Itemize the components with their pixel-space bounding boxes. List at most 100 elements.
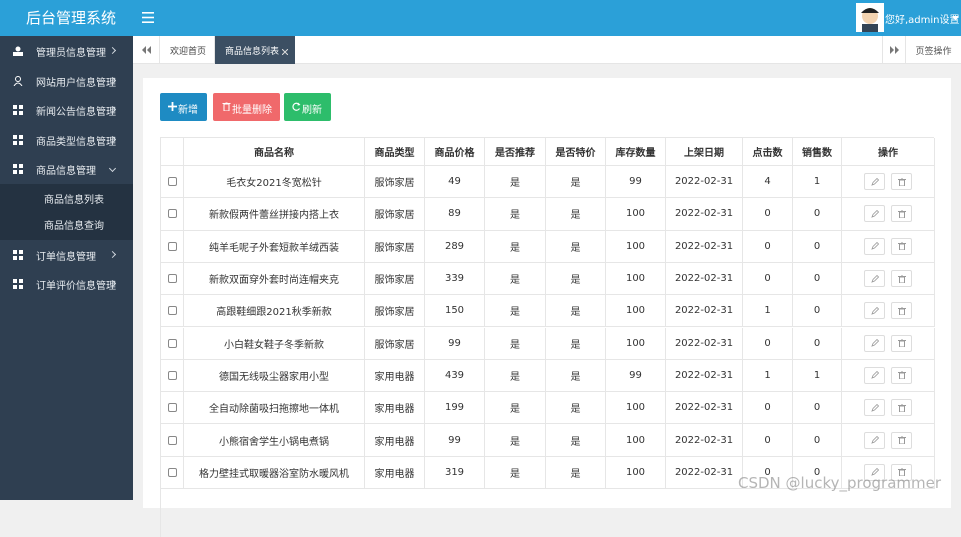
submenu-item[interactable]: 商品信息查询 — [44, 220, 104, 232]
delete-button[interactable] — [891, 399, 912, 417]
table-cell: 1 — [793, 166, 842, 199]
icon — [168, 102, 177, 111]
table-cell: 0 — [743, 424, 793, 457]
table-cell: 150 — [425, 295, 485, 328]
table-cell: 德国无线吸尘器家用小型 — [184, 359, 365, 393]
menu-item[interactable]: 管理员信息管理 — [0, 36, 133, 66]
table-cell: 是 — [485, 166, 546, 199]
icon — [13, 105, 23, 115]
row-checkbox[interactable] — [167, 370, 177, 380]
watermark: CSDN @lucky_programmer — [738, 474, 942, 492]
menu-item[interactable]: 订单评价信息管理 — [0, 269, 133, 299]
table-cell: 服饰家居 — [365, 198, 425, 231]
table-cell: 是 — [485, 392, 546, 425]
delete-button[interactable] — [891, 173, 912, 191]
row-checkbox[interactable] — [167, 177, 177, 187]
edit-button[interactable] — [864, 302, 885, 320]
row-checkbox[interactable] — [167, 306, 177, 316]
submenu-item[interactable]: 商品信息列表 — [44, 194, 104, 206]
table-cell: 新款假两件蕾丝拼接内搭上衣 — [184, 198, 365, 231]
row-cell — [842, 295, 935, 328]
delete-button[interactable] — [891, 463, 912, 481]
row-cell — [161, 295, 184, 328]
table-cell: 是 — [485, 327, 546, 360]
edit-button[interactable] — [864, 399, 885, 417]
row-checkbox[interactable] — [167, 338, 177, 348]
icon — [13, 75, 23, 86]
table-cell: 服饰家居 — [365, 295, 425, 328]
menu-label: 订单信息管理 — [36, 251, 96, 263]
tab-next[interactable] — [882, 36, 905, 64]
table-cell: 小熊宿舍学生小锅电煮锅 — [184, 424, 365, 457]
edit-button[interactable] — [864, 173, 885, 191]
table-cell: 0 — [743, 456, 793, 489]
delete-button[interactable] — [891, 270, 912, 288]
row-checkbox[interactable] — [167, 274, 177, 284]
table-cell: 89 — [425, 198, 485, 231]
toolbar-button[interactable]: 刷新 — [284, 93, 331, 121]
table-cell: 是 — [546, 230, 606, 263]
menu-arrow — [108, 164, 117, 173]
tab-bar: 页签操作 欢迎首页 商品信息列表 — [133, 36, 961, 64]
table-cell: 0 — [793, 295, 842, 328]
table-cell: 纯羊毛呢子外套短款羊绒西装 — [184, 230, 365, 263]
button-label: 新增 — [178, 105, 198, 116]
user-menu[interactable]: 您好,admin设置 — [885, 15, 960, 26]
content-panel: 新增 批量删除 刷新 商品名称 商品类型 商品价格 是否推荐 是否特价 库存数量 上架日期 点击数销… — [143, 78, 951, 537]
tab[interactable]: 欢迎首页 — [160, 36, 215, 64]
button-label: 刷新 — [302, 105, 322, 116]
table-cell: 289 — [425, 230, 485, 263]
tab[interactable]: 商品信息列表 — [215, 36, 295, 64]
table-cell: 0 — [743, 198, 793, 231]
table-cell: 99 — [606, 359, 666, 393]
table-cell: 是 — [485, 198, 546, 231]
row-cell — [161, 424, 184, 457]
edit-button[interactable] — [864, 431, 885, 449]
table-cell: 0 — [793, 262, 842, 296]
table-cell: 是 — [546, 424, 606, 457]
tab-prev[interactable] — [133, 36, 160, 64]
edit-button[interactable] — [864, 463, 885, 481]
table-cell: 49 — [425, 166, 485, 199]
row-checkbox[interactable] — [167, 209, 177, 219]
row-cell — [161, 262, 184, 296]
header-cell — [161, 138, 184, 166]
delete-button[interactable] — [891, 237, 912, 255]
menu-item[interactable]: 网站用户信息管理 — [0, 66, 133, 96]
row-checkbox[interactable] — [167, 403, 177, 413]
table-cell: 4 — [743, 166, 793, 199]
row-cell — [842, 424, 935, 457]
delete-button[interactable] — [891, 302, 912, 320]
delete-button[interactable] — [891, 205, 912, 223]
menu-label: 商品类型信息管理 — [36, 136, 116, 148]
edit-button[interactable] — [864, 237, 885, 255]
row-cell — [161, 166, 184, 199]
menu-item[interactable]: 商品类型信息管理 — [0, 125, 133, 155]
delete-button[interactable] — [891, 334, 912, 352]
edit-button[interactable] — [864, 205, 885, 223]
row-checkbox[interactable] — [167, 467, 177, 477]
table-cell: 0 — [743, 327, 793, 360]
delete-button[interactable] — [891, 366, 912, 384]
row-cell — [842, 166, 935, 199]
menu-item[interactable]: 新闻公告信息管理 — [0, 95, 133, 125]
edit-button[interactable] — [864, 270, 885, 288]
menu-item[interactable]: 订单信息管理 — [0, 240, 133, 270]
header-cell: 操作 — [842, 138, 935, 166]
menu-item[interactable]: 商品信息管理 — [0, 154, 133, 184]
tab-action[interactable]: 页签操作 — [905, 36, 961, 64]
edit-button[interactable] — [864, 366, 885, 384]
row-cell — [842, 359, 935, 393]
row-checkbox[interactable] — [167, 435, 177, 445]
icon — [13, 249, 23, 260]
row-checkbox[interactable] — [167, 241, 177, 251]
edit-button[interactable] — [864, 334, 885, 352]
header-cell: 商品名称 — [184, 138, 365, 166]
toolbar-button[interactable]: 新增 — [160, 93, 207, 121]
delete-button[interactable] — [891, 431, 912, 449]
menu-toggle[interactable] — [142, 12, 154, 23]
header-cell: 上架日期 — [666, 138, 743, 166]
toolbar-button[interactable]: 批量删除 — [213, 93, 280, 121]
table-cell: 0 — [743, 392, 793, 425]
table-cell: 0 — [793, 392, 842, 425]
